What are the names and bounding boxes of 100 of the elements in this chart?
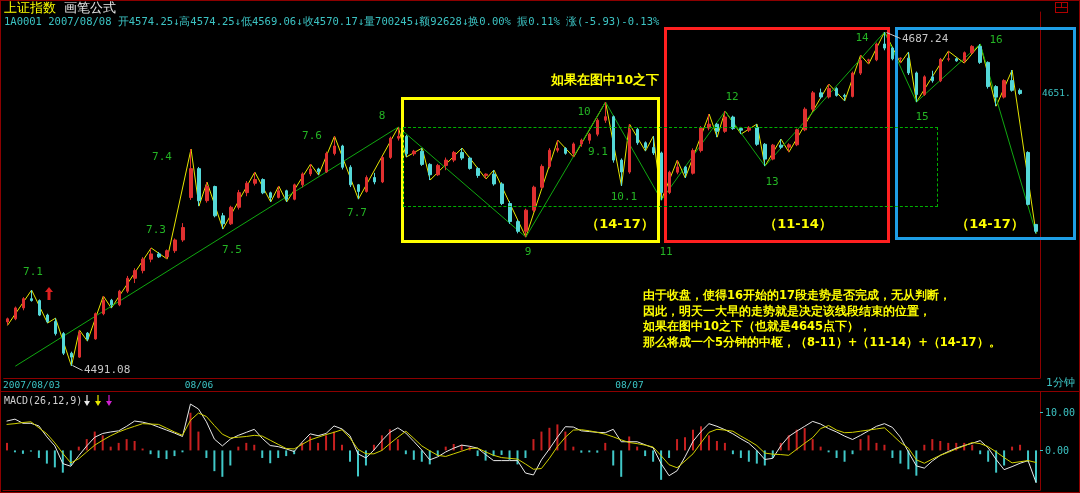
bar	[891, 450, 894, 458]
annotation: （14-17）	[956, 215, 1024, 232]
bar	[524, 450, 527, 458]
candlestick	[508, 200, 512, 225]
candlestick	[963, 50, 966, 64]
annotation: 那么将成一个5分钟的中枢，（8-11）+（11-14）+（14-17）。	[643, 334, 1001, 350]
annotation: 16	[989, 32, 1003, 47]
candlestick	[835, 86, 838, 98]
bar	[939, 441, 942, 451]
candlestick	[325, 151, 328, 174]
annotation: 如果在图中10之下（也就是4645点下），	[643, 319, 872, 334]
candlestick	[229, 205, 233, 226]
bar	[859, 439, 862, 451]
bar	[277, 450, 280, 458]
candlestick	[907, 51, 910, 76]
annotation: 7.7	[347, 205, 367, 220]
bar	[53, 450, 56, 468]
candlestick	[309, 163, 312, 177]
bar	[668, 450, 671, 458]
candlestick	[30, 289, 33, 303]
candlestick	[444, 157, 448, 171]
candlestick	[707, 113, 711, 131]
bar	[221, 450, 224, 477]
annotation: 4687.24	[902, 31, 949, 46]
bar	[883, 444, 886, 451]
y-tick-label: 10.00	[1045, 407, 1076, 419]
annotation: 12	[725, 89, 739, 104]
bar	[548, 427, 551, 451]
candlestick	[293, 183, 296, 201]
bar	[652, 450, 655, 462]
bar	[189, 412, 192, 451]
bar	[739, 450, 742, 458]
bar	[715, 441, 718, 451]
annotation: 9	[524, 244, 532, 259]
candlestick	[548, 147, 551, 169]
candlestick	[405, 134, 408, 158]
candlestick	[691, 147, 695, 176]
candlestick	[118, 289, 121, 307]
bar	[349, 450, 351, 462]
candlestick	[54, 317, 57, 336]
candlestick	[285, 189, 288, 203]
bar	[931, 439, 934, 451]
candlestick	[149, 247, 153, 263]
candlestick	[70, 351, 73, 367]
candlestick	[612, 115, 615, 164]
candlestick	[931, 70, 934, 84]
candlestick	[141, 256, 145, 274]
bar	[676, 439, 679, 451]
annotation: 14	[855, 30, 869, 45]
candlestick	[827, 83, 831, 99]
candlestick	[572, 141, 575, 158]
candlestick	[994, 84, 998, 107]
candlestick	[492, 169, 496, 187]
candlestick	[851, 71, 854, 98]
candlestick	[970, 44, 974, 55]
x-tick-label: 08/06	[184, 378, 214, 390]
bar	[125, 439, 128, 451]
bar	[684, 437, 687, 451]
bar	[197, 431, 200, 451]
bar	[747, 450, 750, 462]
candlestick	[460, 147, 464, 161]
candlestick	[620, 157, 623, 187]
bar	[253, 444, 256, 451]
candlestick	[221, 212, 225, 230]
candlestick	[1002, 78, 1006, 99]
candlestick	[38, 298, 41, 317]
bar	[835, 450, 838, 458]
candlestick	[237, 189, 241, 210]
candlestick	[540, 163, 544, 190]
candlestick	[939, 57, 942, 83]
bar	[285, 450, 288, 457]
candlestick	[899, 56, 902, 64]
candlestick	[596, 117, 599, 137]
candlestick	[660, 151, 663, 201]
candlestick	[86, 331, 89, 342]
candlestick	[22, 296, 25, 311]
text: 1分钟	[1046, 376, 1075, 389]
candlestick	[604, 101, 607, 124]
bar	[149, 450, 152, 455]
bar	[45, 450, 48, 464]
bar	[157, 450, 160, 458]
candlestick	[588, 132, 591, 145]
candlestick	[102, 295, 105, 316]
bar	[612, 450, 615, 466]
candlestick	[213, 185, 217, 218]
candlestick	[6, 317, 9, 326]
candlestick	[165, 249, 169, 260]
x-tick-label: 2007/08/03	[2, 378, 61, 390]
bar	[707, 435, 710, 451]
annotation: 7.5	[222, 242, 242, 257]
line-series	[6, 412, 1037, 470]
candlestick	[986, 60, 990, 90]
bar	[229, 450, 232, 466]
candlestick	[1034, 223, 1038, 234]
candlestick	[524, 208, 528, 238]
annotation: （11-14）	[764, 215, 832, 232]
candlestick	[1018, 87, 1022, 96]
annotation: 7.6	[302, 128, 322, 143]
candlestick	[261, 177, 265, 195]
bar	[508, 450, 511, 460]
